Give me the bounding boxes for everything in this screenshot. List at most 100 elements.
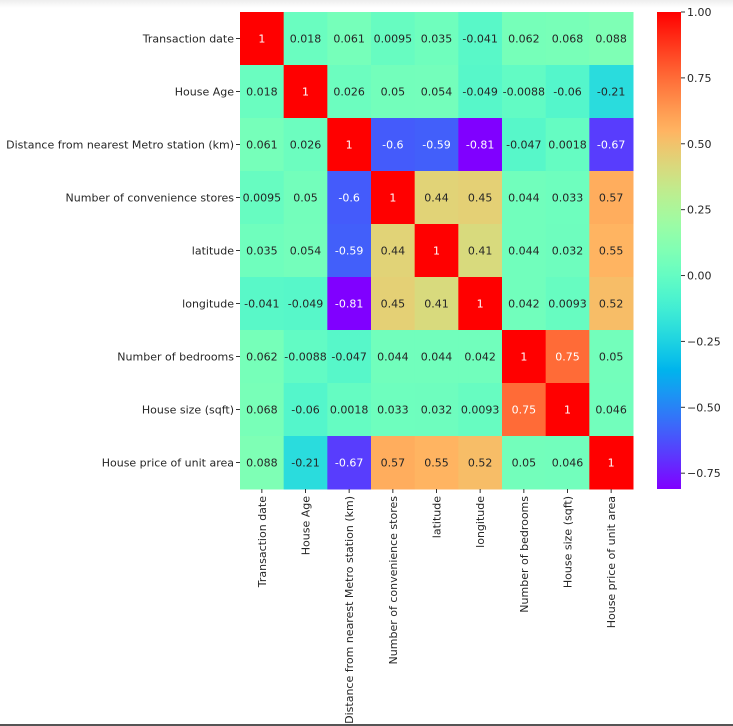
heatmap-cell (458, 118, 503, 172)
cell-annotation: -0.6 (338, 192, 359, 205)
cell-annotation: 0.55 (424, 457, 449, 470)
heatmap-cell (283, 65, 328, 119)
heatmap-cell (458, 171, 503, 225)
colorbar-tick-label: 0.75 (687, 72, 712, 85)
cell-annotation: 0.45 (381, 298, 406, 311)
heatmap-cell (371, 171, 416, 225)
heatmap-cell (589, 277, 634, 331)
cell-annotation: 0.52 (468, 457, 493, 470)
cell-annotation: -0.041 (462, 33, 497, 46)
y-tick-label: Distance from nearest Metro station (km) (6, 139, 234, 152)
cell-annotation: 0.55 (599, 245, 624, 258)
heatmap-cell (414, 65, 459, 119)
heatmap-cell (502, 12, 547, 66)
heatmap-cell (458, 277, 503, 331)
heatmap-cell (502, 277, 547, 331)
heatmap-cell (502, 224, 547, 278)
x-tick-label: Transaction date (256, 496, 269, 588)
cell-annotation: 1 (564, 404, 571, 417)
cell-annotation: -0.59 (422, 139, 450, 152)
heatmap-cell (545, 436, 590, 490)
heatmap-cell (502, 65, 547, 119)
y-tick-label: House price of unit area (102, 457, 234, 470)
x-tick-label: Number of convenience stores (387, 496, 400, 665)
cell-annotation: 0.042 (464, 351, 496, 364)
heatmap-cell (545, 277, 590, 331)
heatmap-cell (371, 65, 416, 119)
heatmap-cell (240, 224, 285, 278)
cell-annotation: 0.035 (246, 245, 278, 258)
cell-annotation: 0.44 (424, 192, 449, 205)
cell-annotation: 0.054 (290, 245, 322, 258)
bottom-divider (0, 724, 733, 726)
cell-annotation: 0.062 (508, 33, 540, 46)
cell-annotation: -0.06 (291, 404, 319, 417)
cell-annotation: 0.0018 (330, 404, 369, 417)
cell-annotation: 0.044 (508, 245, 540, 258)
heatmap-cell (589, 12, 634, 66)
cell-annotation: 0.035 (421, 33, 453, 46)
cell-annotation: 1 (520, 351, 527, 364)
heatmap-cell (502, 383, 547, 437)
heatmap-cell (283, 12, 328, 66)
cell-annotation: -0.67 (597, 139, 625, 152)
cell-annotation: 0.032 (421, 404, 453, 417)
heatmap-cell (589, 65, 634, 119)
cell-annotation: 0.068 (246, 404, 278, 417)
cell-annotation: -0.81 (466, 139, 494, 152)
heatmap-cell (502, 118, 547, 172)
heatmap-cell (327, 330, 372, 384)
top-bar (0, 0, 733, 8)
colorbar-tick-label: −0.25 (687, 335, 721, 348)
cell-annotation: 0.0095 (374, 33, 413, 46)
x-tick-label: latitude (431, 496, 444, 538)
cell-annotation: -0.041 (244, 298, 279, 311)
x-tick-label: Number of bedrooms (518, 496, 531, 613)
heatmap-cell (283, 277, 328, 331)
heatmap-cell (589, 171, 634, 225)
heatmap-cell (371, 277, 416, 331)
cell-annotation: 1 (433, 245, 440, 258)
heatmap-cell (502, 171, 547, 225)
cell-annotation: 0.05 (599, 351, 624, 364)
colorbar (657, 12, 681, 489)
heatmap-cell (240, 171, 285, 225)
heatmap-cell (545, 65, 590, 119)
cell-annotation: 0.52 (599, 298, 624, 311)
heatmap-cell (327, 12, 372, 66)
cell-annotation: 0.0093 (461, 404, 500, 417)
cell-annotation: 0.0095 (243, 192, 282, 205)
heatmap-cell (458, 12, 503, 66)
cell-annotation: -0.0088 (284, 351, 326, 364)
heatmap-cell (458, 65, 503, 119)
heatmap-cell (371, 118, 416, 172)
cell-annotation: 0.046 (595, 404, 627, 417)
heatmap-cell (545, 224, 590, 278)
heatmap-cell (283, 118, 328, 172)
cell-annotation: -0.67 (335, 457, 363, 470)
heatmap-cell (414, 436, 459, 490)
cell-annotation: 0.57 (381, 457, 406, 470)
cell-annotation: 0.026 (290, 139, 322, 152)
heatmap-cell (240, 436, 285, 490)
cell-annotation: 0.061 (333, 33, 365, 46)
heatmap-cell (545, 171, 590, 225)
heatmap-cell (327, 436, 372, 490)
heatmap-cell (240, 12, 285, 66)
heatmap-cell (240, 277, 285, 331)
cell-annotation: 0.044 (377, 351, 409, 364)
heatmap-cell (589, 224, 634, 278)
heatmap-cell (371, 224, 416, 278)
heatmap-cell (458, 436, 503, 490)
cell-annotation: 1 (258, 33, 265, 46)
x-tick-label: Distance from nearest Metro station (km) (343, 496, 356, 724)
heatmap-cell (414, 224, 459, 278)
cell-annotation: 0.068 (552, 33, 584, 46)
cell-annotation: 1 (302, 86, 309, 99)
heatmap-cell (327, 118, 372, 172)
cell-annotation: 0.57 (599, 192, 624, 205)
cell-annotation: -0.049 (288, 298, 323, 311)
y-tick-label: House size (sqft) (142, 404, 234, 417)
cell-annotation: 0.033 (552, 192, 584, 205)
heatmap-cell (589, 118, 634, 172)
